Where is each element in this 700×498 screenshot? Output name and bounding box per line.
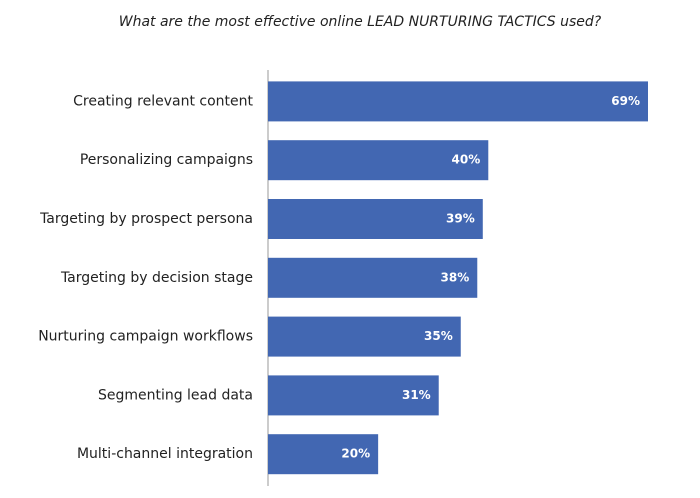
bar: [268, 140, 489, 181]
category-label: Nurturing campaign workflows: [38, 329, 253, 345]
value-label: 69%: [611, 94, 640, 108]
bar: [268, 434, 379, 475]
category-label: Targeting by prospect persona: [39, 211, 253, 227]
value-label: 20%: [341, 447, 370, 461]
chart-title: What are the most effective online LEAD …: [119, 14, 602, 30]
category-label: Multi-channel integration: [77, 446, 253, 462]
value-label: 31%: [402, 388, 431, 402]
value-label: 40%: [452, 153, 481, 167]
bar: [268, 81, 648, 122]
category-label: Targeting by decision stage: [60, 270, 253, 286]
value-label: 39%: [446, 212, 475, 226]
category-label: Segmenting lead data: [98, 387, 253, 403]
bar: [268, 316, 461, 357]
category-label: Creating relevant content: [73, 93, 253, 109]
bar: [268, 199, 483, 239]
bar: [268, 257, 478, 298]
category-label: Personalizing campaigns: [80, 152, 253, 168]
bar: [268, 375, 439, 416]
value-label: 38%: [441, 270, 470, 284]
value-label: 35%: [424, 329, 453, 343]
